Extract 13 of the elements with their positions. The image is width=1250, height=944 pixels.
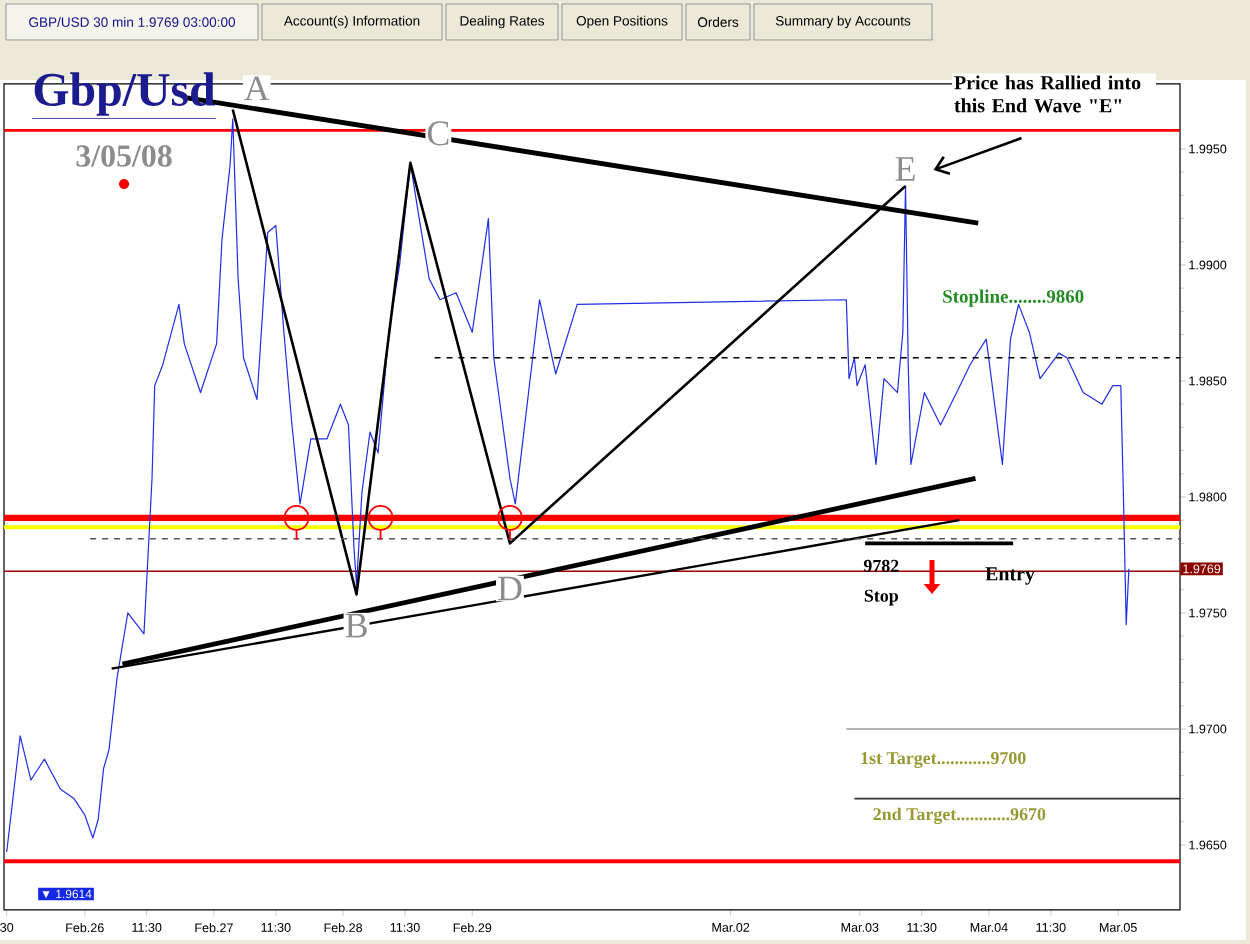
chart-title: Gbp/Usd: [34, 72, 216, 116]
annotation: C: [427, 121, 449, 146]
annotation: 9782 Stop: [863, 559, 899, 606]
annotation: Price has Rallied into this End Wave "E": [954, 75, 1141, 113]
annotation: 1st Target............9700: [861, 752, 1026, 768]
annotation: B: [345, 613, 367, 638]
annotation: 2nd Target............9670: [873, 807, 1046, 825]
annotation: Stopline........9860: [943, 289, 1084, 307]
annotation: Entry: [985, 567, 1035, 585]
annotation: E: [895, 157, 915, 181]
annotation: D: [498, 576, 522, 601]
annotation: A: [244, 76, 270, 101]
text: 3/05/08: [76, 145, 172, 167]
